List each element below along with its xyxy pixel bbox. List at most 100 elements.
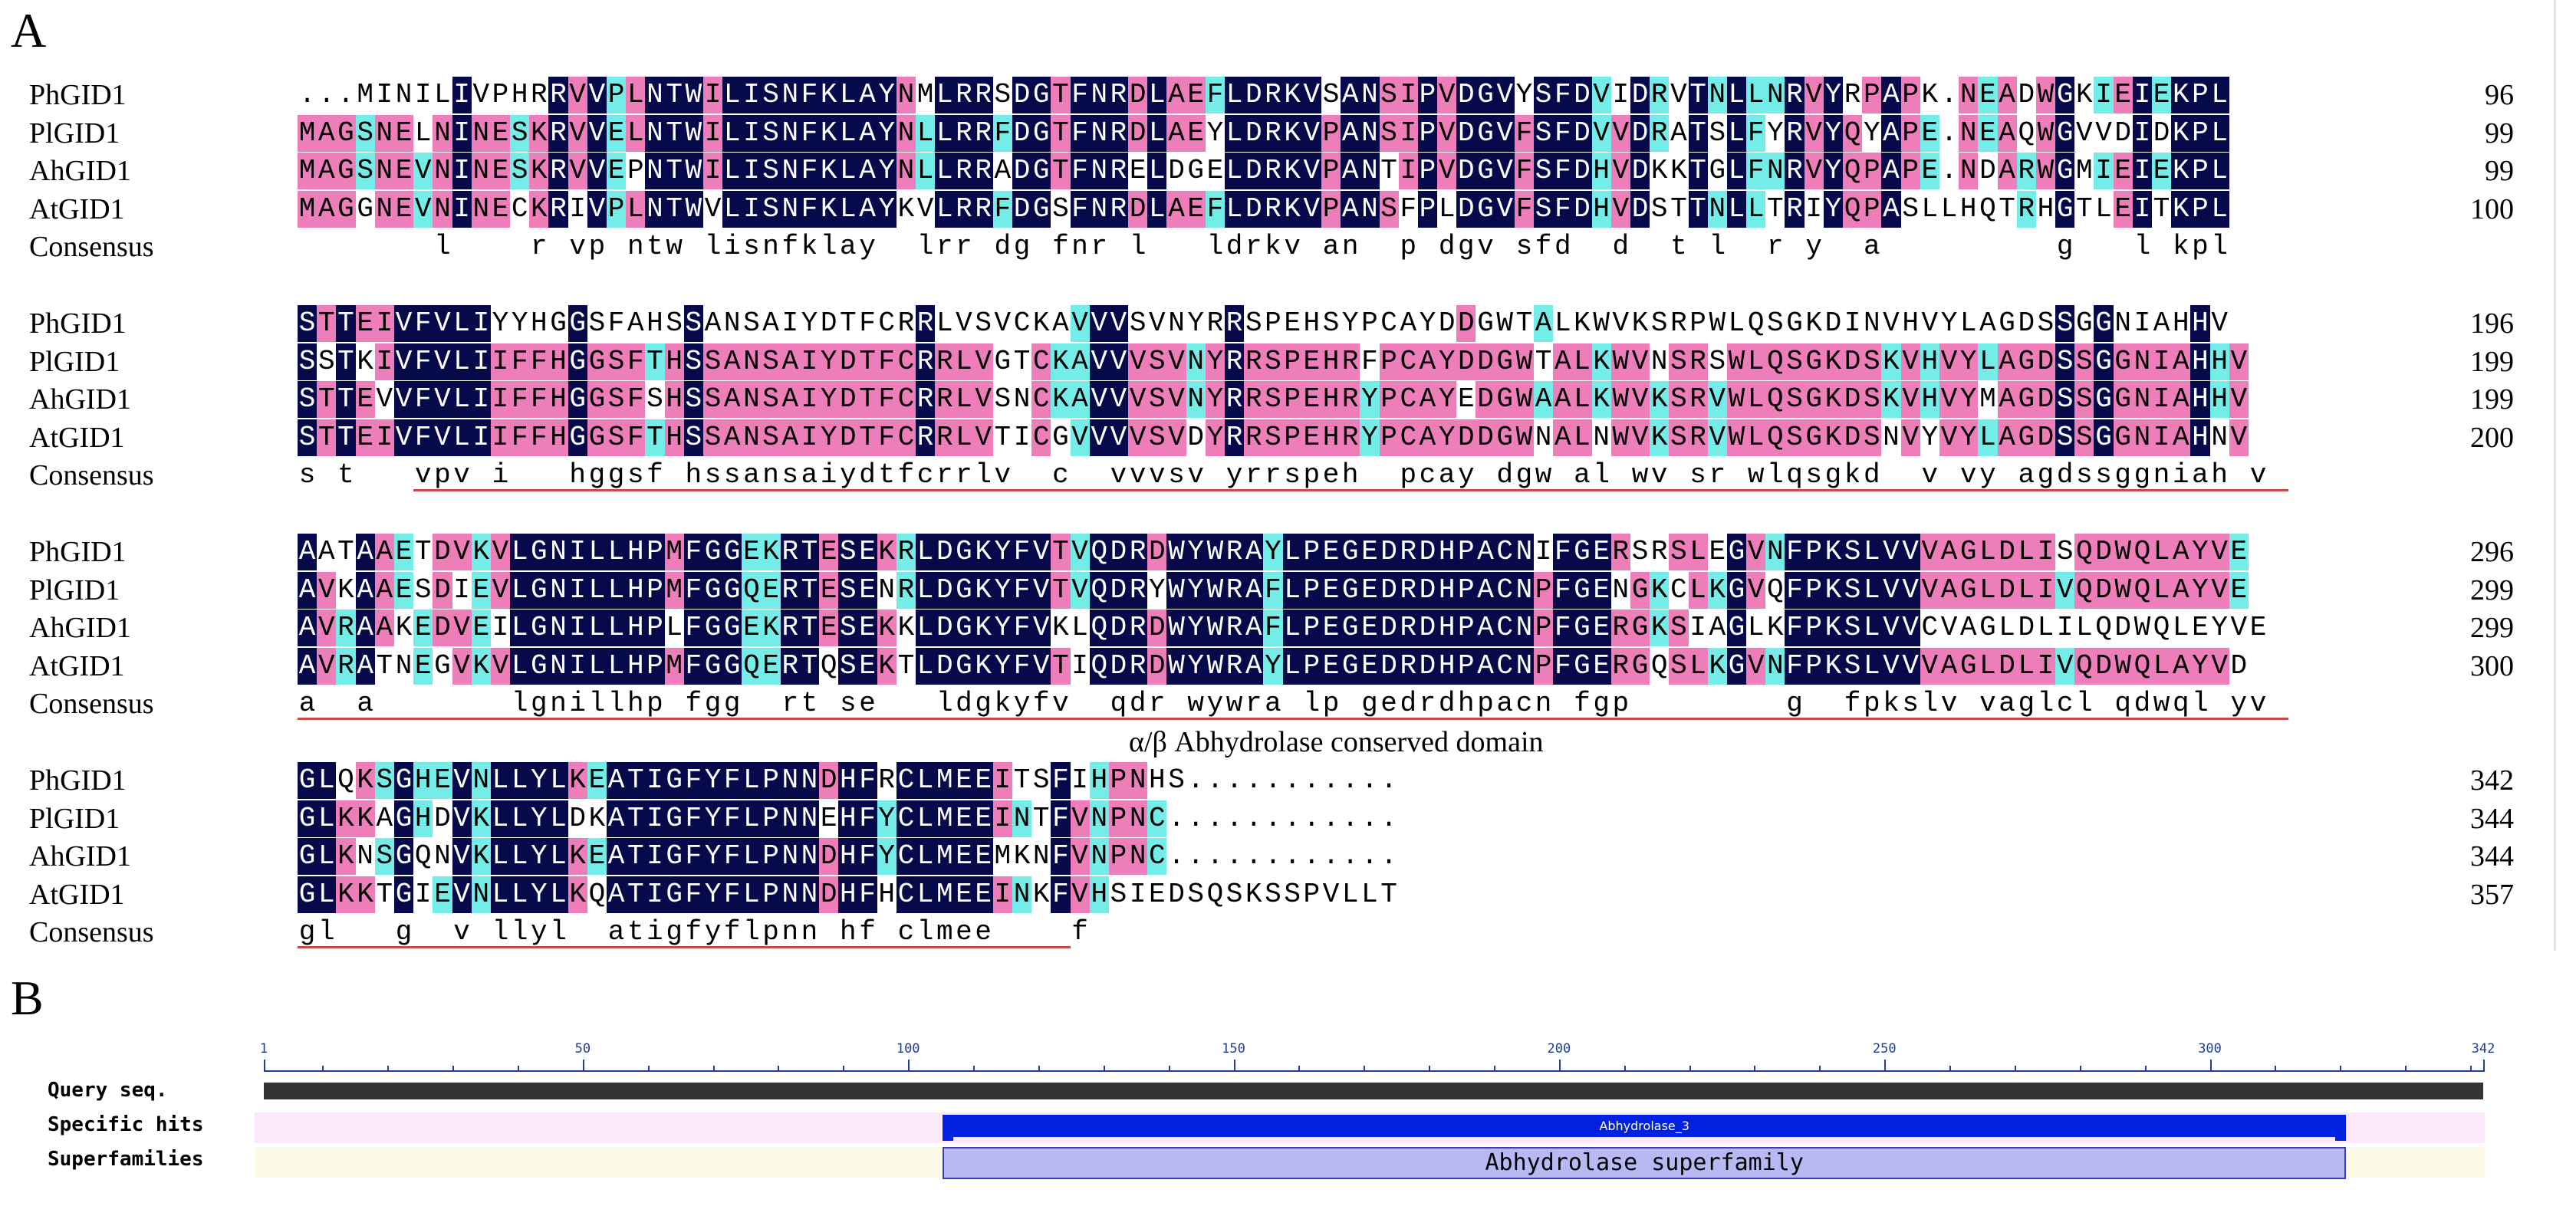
residue: R xyxy=(973,153,993,189)
residue: w xyxy=(1747,459,1765,491)
residue: a xyxy=(1265,688,1281,719)
abhydrolase-superfamily-label: Abhydrolase superfamily xyxy=(1485,1149,1804,1176)
residue: V xyxy=(1804,114,1824,152)
residue: D xyxy=(1456,305,1476,342)
residue: A xyxy=(1553,419,1573,456)
residue: h xyxy=(2211,459,2228,491)
sequence-name: PhGID1 xyxy=(29,764,127,797)
residue: p xyxy=(434,459,451,491)
residue: L xyxy=(1746,77,1766,113)
residue: Y xyxy=(2211,612,2228,643)
residue: N xyxy=(1765,647,1785,685)
abhydrolase-superfamily-bar[interactable]: Abhydrolase superfamily xyxy=(943,1147,2347,1179)
residue: G xyxy=(2016,343,2036,380)
residue: . xyxy=(1225,764,1243,796)
residue: N xyxy=(548,610,568,646)
residue: G xyxy=(1726,647,1747,685)
residue: H xyxy=(1303,307,1321,339)
residue: . xyxy=(1341,764,1359,796)
sequence-name: AtGID1 xyxy=(29,649,125,682)
residue: F xyxy=(510,419,530,456)
residue: L xyxy=(1959,307,1977,339)
residue: V xyxy=(452,647,472,685)
abhydrolase-3-hit[interactable]: Abhydrolase_3 xyxy=(943,1113,2347,1142)
residue: N xyxy=(434,840,451,872)
residue: S xyxy=(1862,419,1882,456)
residue: F xyxy=(413,381,433,418)
residue: K xyxy=(897,192,915,225)
ruler-minor-tick xyxy=(1429,1066,1431,1072)
residue: N xyxy=(1650,345,1668,377)
residue: A xyxy=(1553,343,1573,380)
residue: v xyxy=(1052,688,1069,719)
residue: T xyxy=(337,536,354,567)
residue: F xyxy=(1012,610,1032,646)
ruler-minor-tick xyxy=(2405,1066,2407,1072)
residue: h xyxy=(1341,459,1359,491)
residue: D xyxy=(1456,419,1476,456)
residue: E xyxy=(490,114,511,152)
residue: F xyxy=(1785,647,1805,685)
residue: K xyxy=(1574,307,1591,339)
residue: D xyxy=(1187,421,1205,453)
ruler-minor-tick xyxy=(2340,1066,2342,1072)
residue: G xyxy=(336,190,356,228)
residue: . xyxy=(1341,802,1359,834)
residue: V xyxy=(2055,571,2075,609)
residue: L xyxy=(1071,612,1088,643)
residue: A xyxy=(317,190,337,228)
residue: E xyxy=(355,419,375,456)
residue: S xyxy=(975,307,992,339)
residue: F xyxy=(877,419,897,456)
residue xyxy=(2152,228,2171,265)
residue: R xyxy=(1263,190,1283,228)
residue: S xyxy=(1129,307,1147,339)
residue: S xyxy=(1245,307,1262,339)
ruler-tick-label: 100 xyxy=(896,1041,920,1056)
residue: d xyxy=(956,688,972,719)
residue: R xyxy=(1225,381,1245,418)
residue: R xyxy=(973,190,993,228)
residue: a xyxy=(357,688,373,719)
residue: y xyxy=(1979,459,1996,491)
residue: D xyxy=(819,876,839,913)
residue: . xyxy=(1322,840,1340,872)
residue: l xyxy=(1709,231,1726,262)
residue: K xyxy=(1823,534,1843,570)
residue: W xyxy=(2113,534,2133,570)
residue: E xyxy=(1978,77,1998,113)
residue: A xyxy=(857,114,877,152)
residue: Y xyxy=(1419,307,1436,339)
residue: f xyxy=(723,916,741,948)
residue: E xyxy=(742,610,762,646)
residue: r xyxy=(1419,688,1436,719)
residue: S xyxy=(607,381,627,418)
residue: L xyxy=(510,762,530,799)
residue: d xyxy=(1438,688,1456,719)
residue: I xyxy=(452,190,472,228)
residue: . xyxy=(1265,840,1281,872)
residue: L xyxy=(2209,77,2229,113)
residue: L xyxy=(838,190,858,228)
residue: D xyxy=(2035,343,2056,380)
residue: A xyxy=(1052,307,1069,339)
residue: v xyxy=(453,459,470,491)
residue: K xyxy=(355,876,375,913)
ruler-minor-tick xyxy=(322,1066,324,1072)
residue: A xyxy=(1534,305,1554,342)
residue: N xyxy=(357,840,373,872)
residue: N xyxy=(1707,77,1727,113)
residue: L xyxy=(722,77,742,113)
residue: L xyxy=(954,419,974,456)
residue xyxy=(1630,228,1650,265)
residue: W xyxy=(2035,77,2056,113)
residue: V xyxy=(2211,307,2228,339)
residue: G xyxy=(1477,307,1494,339)
residue: K xyxy=(471,800,491,837)
residue: T xyxy=(1051,153,1071,189)
residue: K xyxy=(1707,571,1727,609)
residue: R xyxy=(1225,534,1245,570)
residue: L xyxy=(2172,612,2189,643)
residue: L xyxy=(452,305,472,342)
